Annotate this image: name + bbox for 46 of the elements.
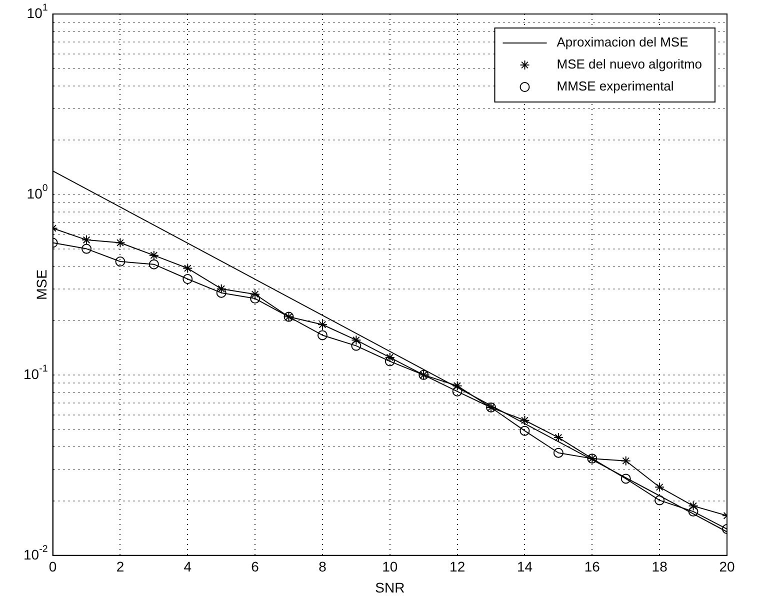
x-tick-label: 14	[516, 558, 533, 575]
point	[317, 330, 328, 340]
point	[654, 482, 665, 492]
point	[148, 259, 159, 270]
x-tick-label: 20	[719, 558, 735, 575]
point	[82, 244, 92, 254]
point	[553, 432, 564, 443]
point	[620, 456, 631, 466]
point	[115, 256, 126, 267]
point	[182, 263, 193, 274]
point	[620, 474, 631, 484]
x-tick-label: 10	[382, 558, 398, 575]
x-tick-label: 0	[48, 558, 57, 575]
legend-label: Aproximacion del MSE	[556, 34, 689, 50]
x-tick-label: 12	[450, 558, 466, 575]
point	[688, 506, 698, 517]
point	[216, 288, 226, 298]
x-tick-label: 6	[251, 558, 260, 575]
point	[182, 274, 193, 284]
point	[351, 340, 362, 351]
x-tick-label: 16	[584, 558, 600, 575]
point	[250, 294, 260, 304]
point	[148, 250, 159, 260]
point	[452, 386, 462, 396]
point	[688, 500, 698, 511]
point	[250, 289, 260, 300]
point	[654, 495, 665, 506]
point	[351, 335, 362, 346]
point	[384, 352, 395, 362]
point	[317, 320, 328, 330]
x-axis-title: SNR	[375, 579, 405, 596]
point	[115, 238, 126, 248]
x-tick-label: 8	[318, 558, 327, 575]
point	[384, 356, 395, 366]
point	[520, 426, 530, 436]
point	[520, 415, 530, 426]
y-axis-title: MSE	[33, 270, 50, 300]
legend-label: MMSE experimental	[556, 78, 674, 94]
point	[82, 234, 92, 245]
x-tick-label: 2	[116, 558, 124, 575]
legend-label: MSE del nuevo algoritmo	[556, 56, 702, 72]
x-tick-label: 4	[184, 558, 192, 575]
x-tick-label: 18	[652, 558, 668, 575]
point	[553, 448, 564, 458]
point	[452, 380, 462, 391]
point	[216, 284, 226, 294]
